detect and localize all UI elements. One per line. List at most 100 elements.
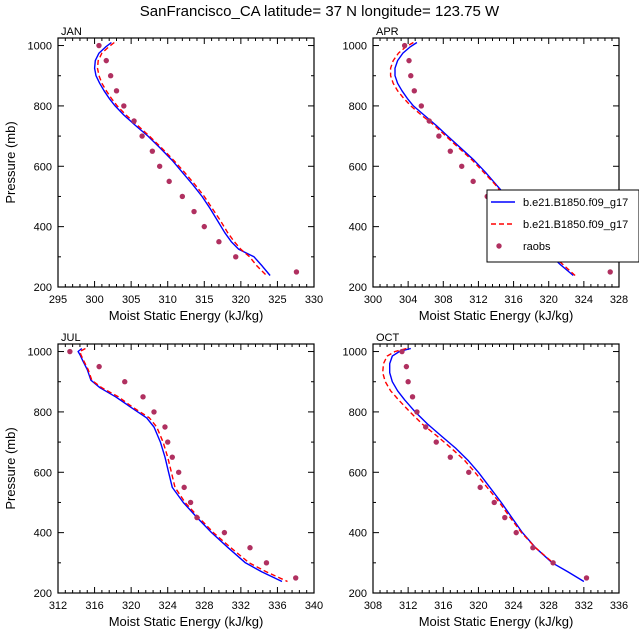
model-line-dashed [79,347,288,583]
y-tick-label: 800 [349,407,367,419]
plot-frame [372,37,620,288]
x-axis-label: Moist Static Energy (kJ/kg) [109,614,264,629]
raobs-point [216,239,222,245]
raobs-point [293,575,299,581]
raobs-point [156,163,163,169]
series-group [67,347,299,583]
raobs-point [263,560,270,566]
x-tick-label: 320 [122,600,140,612]
raobs-point [583,575,590,581]
legend-marker [496,243,502,249]
y-tick-label: 600 [34,467,52,479]
x-tick-label: 300 [364,294,382,306]
y-axis-label: Pressure (mb) [3,121,18,203]
x-tick-label: 336 [610,600,628,612]
x-tick-label: 312 [469,294,487,306]
x-tick-label: 325 [268,294,286,306]
raobs-point [447,454,454,460]
raobs-point [433,439,439,445]
model-line-dashed [96,41,267,276]
raobs-point [426,118,432,124]
raobs-point [293,269,300,275]
x-tick-label: 332 [232,600,250,612]
raobs-point [405,379,411,385]
raobs-point [107,73,114,79]
model-line-solid [93,41,271,276]
raobs-point [191,208,197,215]
x-tick-label: 295 [49,294,67,306]
raobs-point [169,454,175,460]
raobs-point [491,499,497,506]
y-tick-label: 1000 [28,347,52,359]
y-tick-label: 800 [349,101,367,113]
x-tick-label: 324 [575,294,593,306]
panel-jan: 295 300 305 310 315 320 325 330 200 400 600 800 1000… [3,26,323,323]
raobs-point [151,409,157,415]
panel-oct: 308 312 316 320 324 328 332 336 200 400 600 800 1000… [343,332,629,629]
legend-label: raobs [523,241,551,253]
y-tick-label: 400 [349,222,367,234]
y-tick-label: 200 [34,282,52,294]
y-tick-label: 600 [34,161,52,173]
raobs-point [179,193,186,200]
raobs-point [477,484,483,491]
x-tick-label: 315 [195,294,213,306]
plot-frame [57,37,315,288]
x-tick-label: 320 [469,600,487,612]
raobs-point [139,133,145,139]
raobs-point [149,148,156,154]
raobs-point [96,363,102,370]
x-tick-label: 305 [122,294,140,306]
x-tick-label: 324 [504,600,522,612]
x-tick-label: 332 [575,600,593,612]
series-group [93,41,300,276]
x-tick-label: 316 [434,600,452,612]
plot-frame [372,343,620,594]
x-tick-label: 328 [610,294,628,306]
raobs-point [122,379,128,385]
x-tick-label: 316 [504,294,522,306]
x-axis-label: Moist Static Energy (kJ/kg) [419,308,574,323]
model-line-solid [77,347,283,583]
raobs-point [103,57,109,64]
y-tick-label: 1000 [343,41,367,53]
raobs-point [175,469,182,475]
raobs-point [96,42,102,49]
y-tick-label: 600 [349,161,367,173]
panel-title: OCT [376,332,400,344]
raobs-point [502,514,508,521]
y-tick-label: 400 [349,528,367,540]
model-line-dashed [382,347,554,564]
y-tick-label: 200 [34,588,52,600]
raobs-point [436,133,442,139]
raobs-point [233,254,239,260]
x-tick-label: 310 [159,294,177,306]
y-tick-label: 200 [349,282,367,294]
raobs-point [201,223,207,230]
raobs-point [221,529,228,536]
x-tick-label: 316 [85,600,103,612]
raobs-point [140,394,146,400]
raobs-point [411,88,417,94]
y-tick-label: 1000 [28,41,52,53]
raobs-point [162,424,168,430]
raobs-point [403,363,410,370]
raobs-point [409,394,416,400]
legend-label: b.e21.B1850.f09_g17 [523,197,628,209]
legend-label: b.e21.B1850.f09_g17 [523,219,628,231]
panel-title: JAN [61,26,82,38]
panel-title: JUL [61,332,81,344]
x-tick-label: 312 [399,600,417,612]
x-tick-label: 328 [540,600,558,612]
x-tick-label: 320 [232,294,250,306]
x-tick-label: 340 [305,600,323,612]
x-tick-label: 320 [540,294,558,306]
x-tick-label: 300 [85,294,103,306]
raobs-point [121,103,127,109]
x-tick-label: 328 [195,600,213,612]
x-tick-label: 312 [49,600,67,612]
raobs-point [131,118,137,124]
x-tick-label: 308 [364,600,382,612]
y-tick-label: 600 [349,467,367,479]
